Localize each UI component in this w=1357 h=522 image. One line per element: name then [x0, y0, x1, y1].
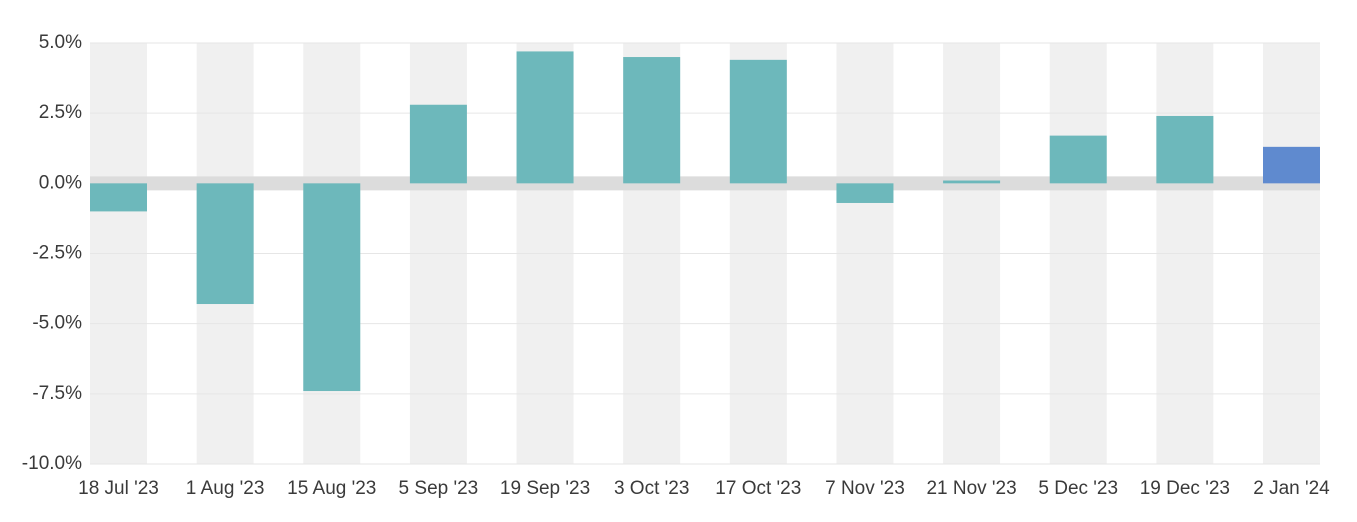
x-tick-label: 5 Sep '23 [399, 478, 479, 499]
x-tick-label: 1 Aug '23 [186, 478, 265, 499]
x-tick-label: 19 Sep '23 [500, 478, 590, 499]
x-tick-label: 17 Oct '23 [715, 478, 801, 499]
y-tick-label: 0.0% [39, 172, 82, 193]
y-tick-label: -5.0% [32, 313, 82, 334]
x-tick-label: 7 Nov '23 [825, 478, 905, 499]
y-tick-label: 5.0% [39, 32, 82, 53]
y-tick-label: -10.0% [22, 453, 82, 474]
bar [729, 59, 787, 184]
x-tick-label: 5 Dec '23 [1038, 478, 1118, 499]
x-tick-label: 18 Jul '23 [78, 478, 159, 499]
bar [623, 57, 681, 184]
bar [409, 104, 467, 184]
bar [1263, 146, 1320, 184]
bar [516, 51, 574, 184]
bar [1156, 115, 1214, 184]
y-tick-label: -2.5% [32, 243, 82, 264]
bar [1049, 135, 1107, 184]
x-tick-label: 2 Jan '24 [1253, 478, 1330, 499]
x-tick-label: 15 Aug '23 [287, 478, 376, 499]
y-tick-label: 2.5% [39, 102, 82, 123]
bar [196, 183, 254, 305]
bar [836, 183, 894, 203]
y-tick-label: -7.5% [32, 383, 82, 404]
x-tick-label: 19 Dec '23 [1140, 478, 1230, 499]
x-tick-label: 3 Oct '23 [614, 478, 689, 499]
x-tick-label: 21 Nov '23 [926, 478, 1016, 499]
bar [943, 180, 1001, 184]
bar [90, 183, 147, 212]
bar [303, 183, 361, 392]
